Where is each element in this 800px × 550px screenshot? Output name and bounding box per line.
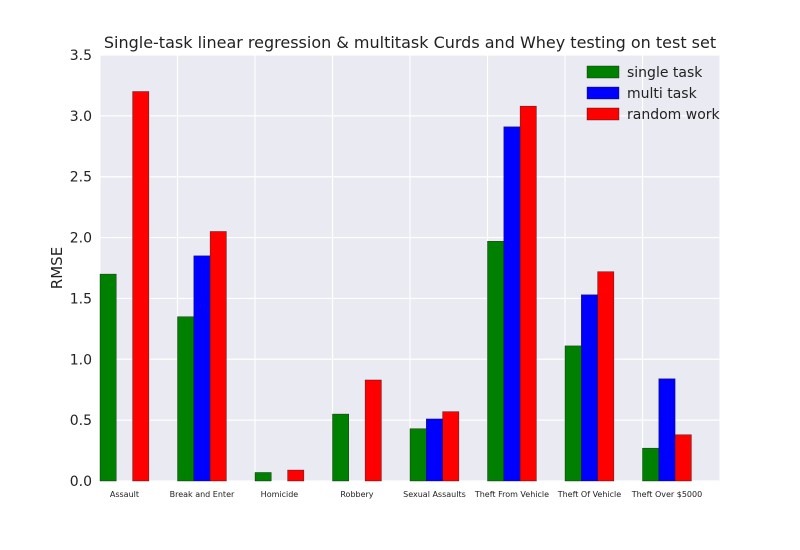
y-tick-label: 2.0 — [70, 231, 92, 247]
bar-multi-task — [503, 126, 521, 482]
bar-single-task — [564, 345, 582, 482]
bar-single-task — [409, 428, 427, 482]
x-tick-label: Homicide — [261, 490, 299, 499]
bar-random-work — [364, 379, 382, 482]
x-tick-label: Assault — [110, 490, 139, 499]
bar-multi-task — [658, 378, 676, 482]
bar-random-work — [442, 411, 460, 482]
legend-label: multi task — [627, 86, 698, 102]
x-tick-label: Theft Over $5000 — [631, 490, 702, 499]
y-tick-label: 2.5 — [70, 170, 92, 186]
bar-single-task — [254, 472, 272, 482]
y-tick-label: 3.0 — [70, 109, 92, 125]
chart-title: Single-task linear regression & multitas… — [104, 33, 716, 52]
x-tick-label: Robbery — [340, 490, 373, 499]
x-axis-ticks: Assault Break and Enter Homicide Robbery Sex… — [110, 490, 702, 499]
y-tick-label: 3.5 — [70, 48, 92, 64]
bar-single-task — [177, 316, 194, 482]
legend: single task multi task random work — [586, 65, 721, 123]
bar-single-task — [487, 241, 504, 482]
y-tick-label: 1.0 — [70, 352, 92, 368]
legend-label: random work — [627, 107, 721, 123]
legend-swatch — [586, 86, 620, 100]
bar-multi-task — [426, 418, 443, 482]
bars — [99, 91, 692, 482]
x-tick-label: Break and Enter — [170, 490, 235, 499]
bar-random-work — [287, 469, 305, 482]
bar-single-task — [642, 447, 659, 482]
bar-single-task — [99, 273, 117, 482]
bar-random-work — [597, 271, 615, 482]
bar-random-work — [209, 231, 227, 482]
bar-random-work — [674, 434, 692, 482]
legend-label: single task — [627, 65, 703, 81]
y-tick-label: 0.0 — [70, 474, 92, 490]
y-tick-label: 0.5 — [70, 413, 92, 429]
bar-random-work — [132, 91, 150, 482]
bar-multi-task — [193, 255, 211, 482]
y-axis-label: RMSE — [48, 247, 66, 289]
x-tick-label: Sexual Assaults — [403, 490, 466, 499]
bar-random-work — [519, 105, 537, 482]
bar-single-task — [332, 413, 349, 482]
y-axis-ticks: 0.0 0.5 1.0 1.5 2.0 2.5 3.0 3.5 — [70, 48, 92, 490]
x-tick-label: Theft Of Vehicle — [557, 490, 622, 499]
y-tick-label: 1.5 — [70, 291, 92, 307]
legend-swatch — [586, 107, 620, 121]
bar-multi-task — [581, 294, 598, 482]
legend-swatch — [586, 65, 620, 79]
x-tick-label: Theft From Vehicle — [474, 490, 549, 499]
